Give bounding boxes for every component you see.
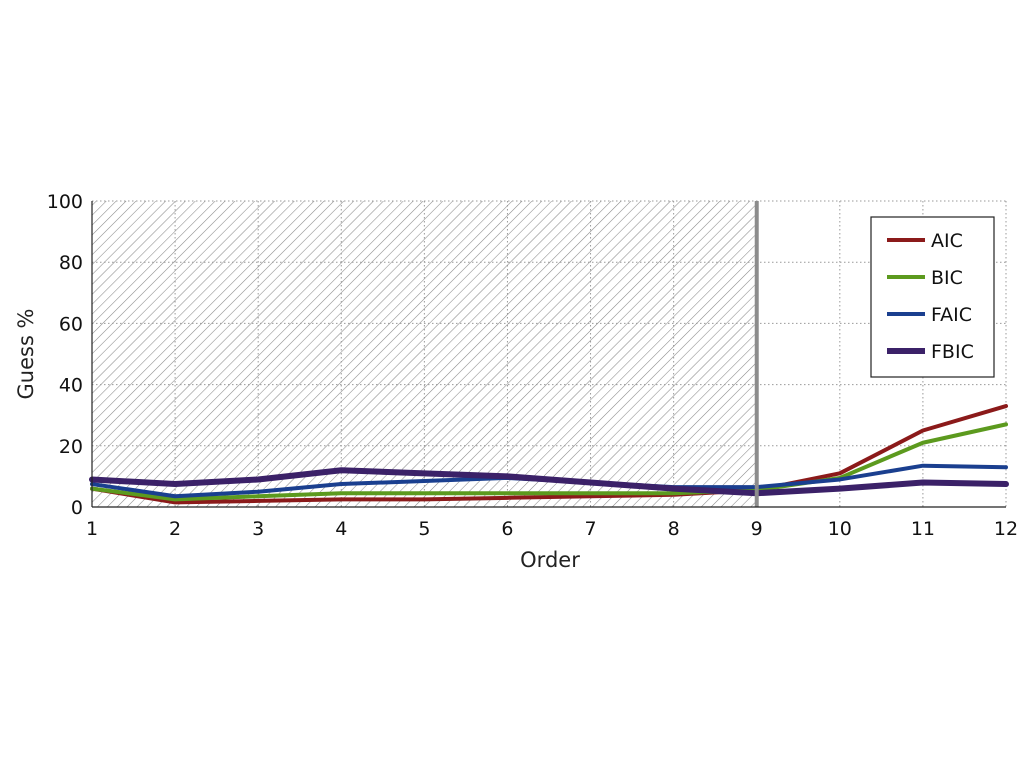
legend-label-aic: AIC: [931, 230, 963, 252]
axes: [91, 201, 1006, 508]
x-axis-label: Order: [520, 548, 580, 572]
legend-label-faic: FAIC: [931, 304, 972, 326]
x-tick-label: 8: [668, 518, 680, 540]
x-tick-label: 5: [418, 518, 430, 540]
legend-label-fbic: FBIC: [931, 341, 974, 363]
series-line-fbic: [89, 467, 1009, 497]
series-line-aic: [90, 404, 1008, 505]
legend: AIC BIC FAIC FBIC: [870, 216, 995, 378]
x-tick-label: 1: [86, 518, 98, 540]
y-tick-label: 80: [59, 252, 83, 274]
y-tick-label: 60: [59, 313, 83, 335]
y-tick-label: 100: [47, 191, 83, 213]
x-tick-label: 11: [911, 518, 935, 540]
x-tick-label: 3: [252, 518, 264, 540]
legend-label-bic: BIC: [931, 267, 963, 289]
x-tick-label: 6: [501, 518, 513, 540]
y-tick-label: 20: [59, 436, 83, 458]
x-tick-label: 4: [335, 518, 347, 540]
x-tick-label: 9: [751, 518, 763, 540]
x-tick-label: 10: [828, 518, 852, 540]
y-tick-label: 40: [59, 375, 83, 397]
series-line-bic: [90, 422, 1008, 502]
series-lines: [89, 404, 1009, 505]
y-tick-label: 0: [71, 497, 83, 519]
y-axis-label: Guess %: [14, 308, 38, 399]
x-tick-label: 12: [994, 518, 1018, 540]
x-tick-label: 7: [584, 518, 596, 540]
x-tick-label: 2: [169, 518, 181, 540]
